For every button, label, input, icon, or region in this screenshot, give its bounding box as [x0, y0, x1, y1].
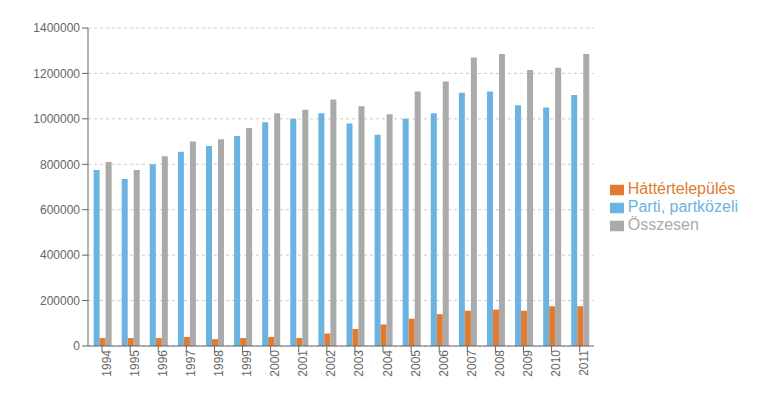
svg-text:2005: 2005	[409, 350, 423, 377]
svg-text:2001: 2001	[296, 350, 310, 377]
svg-text:1999: 1999	[240, 350, 254, 377]
svg-text:1995: 1995	[128, 350, 142, 377]
svg-text:2009: 2009	[521, 350, 535, 377]
svg-text:800000: 800000	[40, 158, 80, 172]
svg-text:1998: 1998	[212, 350, 226, 377]
svg-text:1000000: 1000000	[33, 112, 80, 126]
svg-text:1996: 1996	[156, 350, 170, 377]
svg-text:600000: 600000	[40, 203, 80, 217]
svg-text:2006: 2006	[437, 350, 451, 377]
svg-text:1200000: 1200000	[33, 67, 80, 81]
svg-text:2003: 2003	[352, 350, 366, 377]
svg-text:400000: 400000	[40, 248, 80, 262]
html-text:Parti, partközeli: Parti, partközeli	[627, 198, 738, 215]
svg-text:2002: 2002	[324, 350, 338, 377]
svg-text:1400000: 1400000	[33, 21, 80, 35]
svg-text:2000: 2000	[268, 350, 282, 377]
svg-text:200000: 200000	[40, 294, 80, 308]
svg-text:2007: 2007	[465, 350, 479, 377]
svg-text:1994: 1994	[100, 350, 114, 377]
svg-text:0: 0	[73, 339, 80, 353]
svg-text:2008: 2008	[493, 350, 507, 377]
svg-text:2004: 2004	[381, 350, 395, 377]
svg-text:1997: 1997	[184, 350, 198, 377]
html-text:Összesen: Összesen	[627, 216, 699, 233]
svg-text:2010: 2010	[549, 350, 563, 377]
html-text:Háttértelepülés: Háttértelepülés	[627, 180, 736, 197]
svg-text:2011: 2011	[577, 350, 591, 376]
